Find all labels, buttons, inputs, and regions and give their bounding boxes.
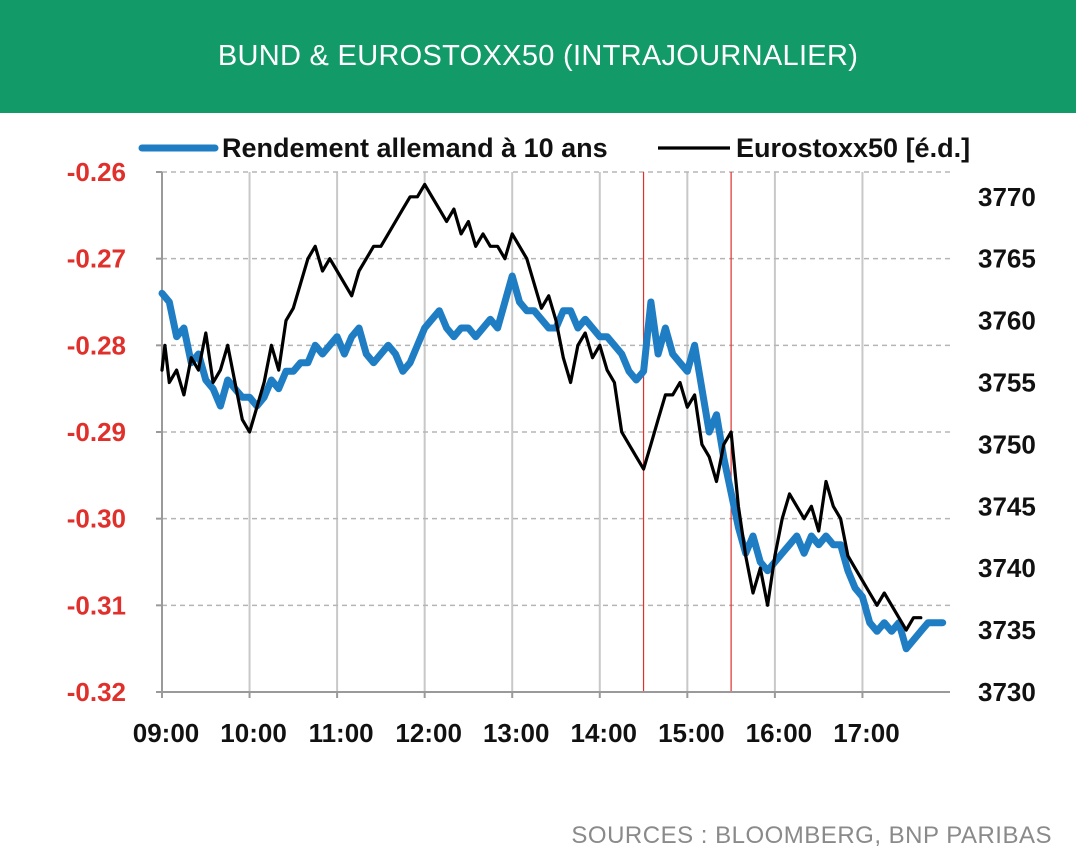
x-tick-label: 15:00 — [658, 718, 725, 748]
source-note: SOURCES : BLOOMBERG, BNP PARIBAS — [571, 822, 1052, 849]
y-left-tick-label: -0.29 — [67, 417, 126, 447]
x-tick-label: 10:00 — [220, 718, 287, 748]
x-tick-label: 11:00 — [309, 718, 374, 748]
y-right-tick-label: 3770 — [978, 182, 1036, 212]
y-right-tick-label: 3740 — [978, 553, 1036, 583]
y-left-tick-label: -0.28 — [67, 330, 126, 360]
x-tick-label: 12:00 — [395, 718, 462, 748]
x-tick-label: 16:00 — [746, 718, 813, 748]
chart-title: BUND & EUROSTOXX50 (INTRAJOURNALIER) — [217, 40, 859, 72]
legend-label-bund: Rendement allemand à 10 ans — [222, 133, 608, 163]
axes: -0.26 -0.27 -0.28 -0.29 -0.30 -0.31 -0.32 3770 3… — [67, 157, 1036, 748]
series — [158, 182, 947, 653]
y-right-tick-label: 3765 — [978, 244, 1036, 274]
x-tick-label: 17:00 — [833, 718, 900, 748]
series-line-eurostoxx50 — [160, 182, 923, 632]
y-left-tick-label: -0.30 — [67, 504, 126, 534]
y-left-tick-label: -0.26 — [67, 157, 126, 187]
y-left-tick-label: -0.27 — [67, 244, 126, 274]
y-right-tick-label: 3745 — [978, 491, 1036, 521]
y-right-tick-label: 3760 — [978, 306, 1036, 336]
header-banner: BUND & EUROSTOXX50 (INTRAJOURNALIER) — [0, 0, 1076, 113]
x-tick-label: 09:00 — [133, 718, 200, 748]
y-right-tick-label: 3750 — [978, 429, 1036, 459]
y-right-tick-label: 3735 — [978, 615, 1036, 645]
y-right-tick-label: 3730 — [978, 677, 1036, 707]
legend: Rendement allemand à 10 ans Eurostoxx50 [… — [138, 133, 970, 163]
x-tick-label: 14:00 — [571, 718, 638, 748]
x-tick-label: 13:00 — [483, 718, 550, 748]
y-right-tick-label: 3755 — [978, 367, 1036, 397]
y-left-tick-label: -0.31 — [67, 590, 126, 620]
y-left-tick-label: -0.32 — [67, 677, 126, 707]
legend-label-eurostoxx50: Eurostoxx50 [é.d.] — [736, 133, 970, 163]
series-line-bund — [158, 272, 947, 653]
grid — [161, 171, 950, 692]
